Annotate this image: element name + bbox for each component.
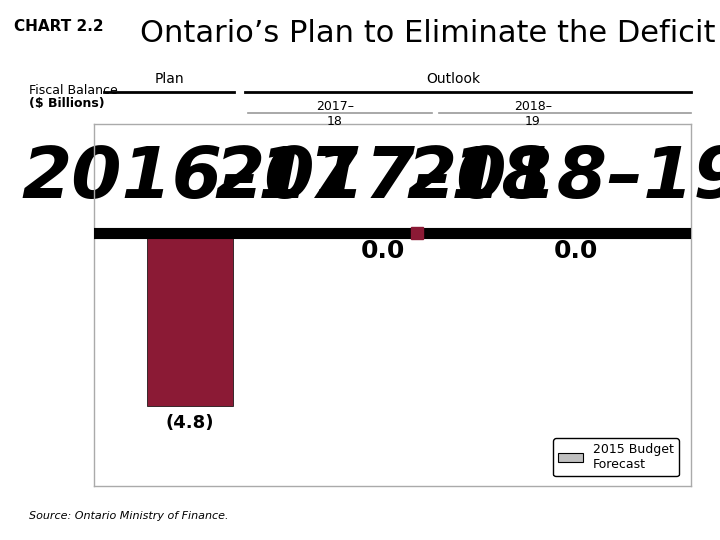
Text: 2018–19: 2018–19 (407, 144, 720, 213)
Text: 0.0: 0.0 (554, 239, 598, 263)
Text: 2018–
19: 2018– 19 (514, 100, 552, 128)
Text: Ontario’s Plan to Eliminate the Deficit: Ontario’s Plan to Eliminate the Deficit (140, 19, 716, 48)
Text: 2016–17: 2016–17 (21, 144, 359, 213)
Text: (4.8): (4.8) (166, 414, 215, 431)
Text: Source: Ontario Ministry of Finance.: Source: Ontario Ministry of Finance. (29, 511, 228, 521)
Text: 2017–
18: 2017– 18 (316, 100, 354, 128)
Text: Outlook: Outlook (426, 72, 481, 86)
Text: Fiscal Balance: Fiscal Balance (29, 84, 117, 97)
Text: 2017–18: 2017–18 (214, 144, 552, 213)
Text: Plan: Plan (154, 72, 184, 86)
Legend: 2015 Budget
Forecast: 2015 Budget Forecast (553, 438, 679, 476)
Text: CHART 2.2: CHART 2.2 (14, 19, 104, 34)
Text: 0.0: 0.0 (361, 239, 405, 263)
Text: ($ Billions): ($ Billions) (29, 97, 104, 110)
Bar (147, 233, 233, 407)
